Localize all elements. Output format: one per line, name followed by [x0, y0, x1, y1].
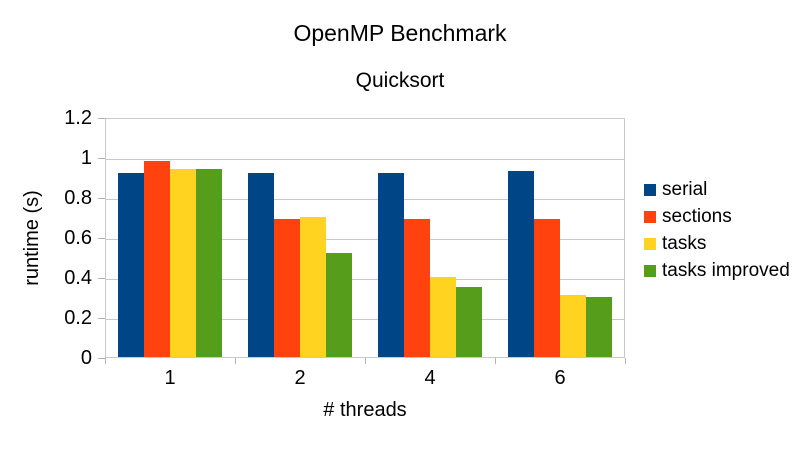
bar-tasks-improved-threads-1 [196, 169, 222, 357]
legend-item: tasks [644, 230, 790, 257]
gridline [106, 199, 624, 200]
x-tick-mark [365, 358, 366, 364]
x-axis-title: # threads [323, 399, 407, 421]
x-tick-mark [625, 358, 626, 364]
y-tick-mark [98, 318, 105, 319]
legend-label: tasks [662, 232, 707, 254]
y-tick-label: 0.2 [64, 307, 92, 329]
bar-tasks-threads-2 [300, 217, 326, 357]
y-tick-mark [98, 118, 105, 119]
bar-serial-threads-4 [378, 173, 404, 357]
bar-tasks-threads-4 [430, 277, 456, 357]
y-tick-mark [98, 238, 105, 239]
x-tick-label: 1 [164, 367, 176, 389]
y-tick-mark [98, 158, 105, 159]
legend-swatch-icon [644, 264, 656, 277]
x-tick-mark [235, 358, 236, 364]
bar-serial-threads-1 [118, 173, 144, 357]
y-tick-mark [98, 198, 105, 199]
x-tick-mark [105, 358, 106, 364]
bar-tasks-improved-threads-2 [326, 253, 352, 357]
chart-title: OpenMP Benchmark [293, 20, 507, 46]
bar-tasks-improved-threads-6 [586, 297, 612, 357]
bar-serial-threads-6 [508, 171, 534, 357]
legend-swatch-icon [644, 237, 656, 250]
y-tick-label: 0.4 [64, 267, 92, 289]
bar-serial-threads-2 [248, 173, 274, 357]
x-tick-label: 2 [294, 367, 306, 389]
bar-sections-threads-2 [274, 219, 300, 357]
legend-label: serial [662, 178, 708, 200]
legend-label: sections [662, 205, 732, 227]
bar-sections-threads-6 [534, 219, 560, 357]
legend-item: tasks improved [644, 257, 790, 284]
legend-swatch-icon [644, 210, 656, 223]
legend-item: sections [644, 203, 790, 230]
legend: serial sections tasks tasks improved [644, 176, 790, 284]
y-tick-label: 0.8 [64, 187, 92, 209]
bar-tasks-threads-1 [170, 169, 196, 357]
y-tick-mark [98, 278, 105, 279]
y-tick-label: 1 [80, 147, 92, 169]
x-tick-label: 4 [424, 367, 436, 389]
legend-item: serial [644, 176, 790, 203]
bar-tasks-threads-6 [560, 295, 586, 357]
gridline [106, 159, 624, 160]
plot-area [105, 118, 625, 358]
legend-label: tasks improved [662, 259, 790, 281]
bar-tasks-improved-threads-4 [456, 287, 482, 357]
chart-subtitle: Quicksort [355, 69, 445, 92]
bar-sections-threads-4 [404, 219, 430, 357]
x-tick-label: 6 [554, 367, 566, 389]
gridline [106, 239, 624, 240]
gridline [106, 279, 624, 280]
y-tick-label: 1.2 [64, 107, 92, 129]
y-tick-mark [98, 358, 105, 359]
bar-sections-threads-1 [144, 161, 170, 357]
y-tick-label: 0 [80, 347, 92, 369]
x-tick-mark [495, 358, 496, 364]
y-tick-label: 0.6 [64, 227, 92, 249]
gridline [106, 319, 624, 320]
legend-swatch-icon [644, 183, 656, 196]
